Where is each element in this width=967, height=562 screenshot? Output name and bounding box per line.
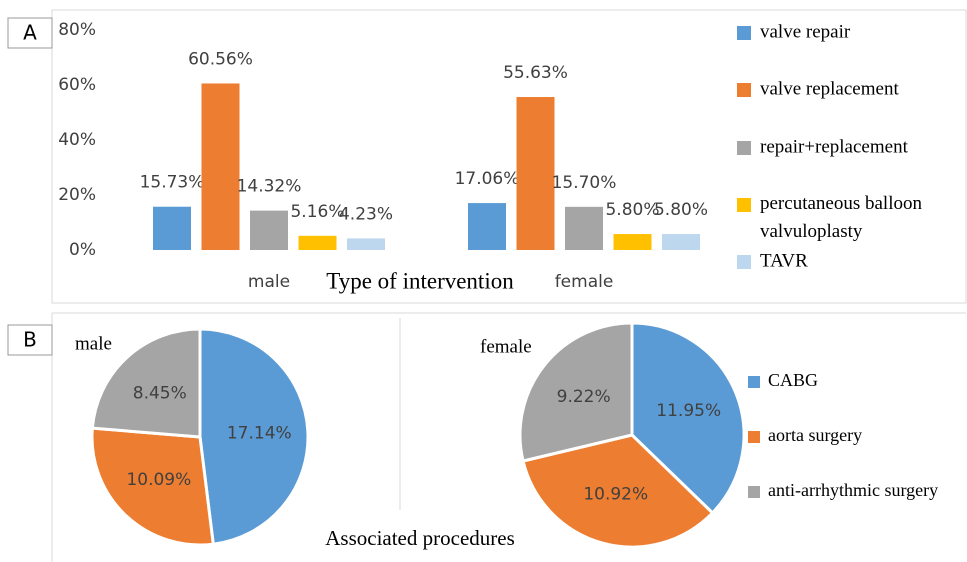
data-label: 60.56% (188, 49, 253, 69)
data-label: 55.63% (503, 63, 568, 83)
bar (468, 203, 506, 250)
pie-slice (630, 321, 746, 516)
bar (613, 234, 652, 250)
pie-slice (521, 433, 715, 549)
legend-swatch (737, 141, 751, 155)
data-label: 8.45% (133, 383, 187, 403)
data-label: 10.09% (126, 470, 191, 490)
bar (516, 97, 555, 250)
y-tick-label: 60% (58, 75, 96, 95)
data-label: 17.14% (227, 423, 292, 443)
x-axis-title: Type of intervention (326, 268, 514, 293)
data-label: 5.16% (290, 202, 344, 222)
legend-swatch (748, 431, 760, 443)
panel-a-box (7, 17, 53, 49)
x-tick-label: female (555, 272, 614, 292)
panel-label: B (23, 328, 37, 352)
legend-swatch (748, 376, 760, 388)
y-tick-label: 40% (58, 130, 96, 150)
legend-label: aorta surgery (768, 425, 862, 445)
legend-label: repair+replacement (760, 136, 909, 157)
panel-label: A (23, 21, 37, 45)
panel-b-box (7, 324, 53, 356)
bar (662, 234, 700, 250)
data-label: 4.23% (339, 204, 393, 224)
legend-label: valve replacement (760, 78, 899, 99)
legend-label: anti-arrhythmic surgery (768, 480, 938, 500)
data-label: 15.73% (140, 173, 205, 193)
data-label: 17.06% (455, 169, 520, 189)
data-label: 5.80% (605, 200, 659, 220)
data-label: 11.95% (656, 401, 721, 421)
x-tick-label: male (248, 272, 290, 292)
bar (153, 206, 191, 250)
legend-label: valve repair (760, 21, 851, 42)
bar (565, 206, 603, 250)
y-tick-label: 0% (69, 240, 96, 260)
data-label: 9.22% (557, 387, 611, 407)
pie-title: female (480, 336, 532, 357)
bar (298, 235, 337, 250)
legend-swatch (737, 198, 751, 212)
caption: Associated procedures (325, 526, 515, 550)
bar (347, 238, 385, 250)
data-label: 5.80% (654, 200, 708, 220)
pie-slice (518, 321, 634, 463)
data-label: 15.70% (552, 173, 617, 193)
data-label: 10.92% (583, 484, 648, 504)
legend-swatch (737, 26, 751, 40)
pie-slice (198, 327, 310, 546)
legend-label: CABG (768, 370, 818, 390)
pie-slice (90, 327, 202, 439)
panel-a-frame (51, 9, 967, 304)
bar (250, 210, 288, 250)
legend-swatch (737, 255, 751, 269)
bar (201, 83, 240, 251)
y-tick-label: 80% (58, 20, 96, 40)
y-tick-label: 20% (58, 185, 96, 205)
legend-swatch (737, 83, 751, 97)
pie-slice (90, 426, 215, 547)
pie-title: male (75, 333, 112, 354)
data-label: 14.32% (237, 177, 302, 197)
legend-label: TAVR (760, 250, 808, 271)
legend-swatch (748, 486, 760, 498)
legend-label: percutaneous balloon valvuloplasty (760, 193, 922, 242)
